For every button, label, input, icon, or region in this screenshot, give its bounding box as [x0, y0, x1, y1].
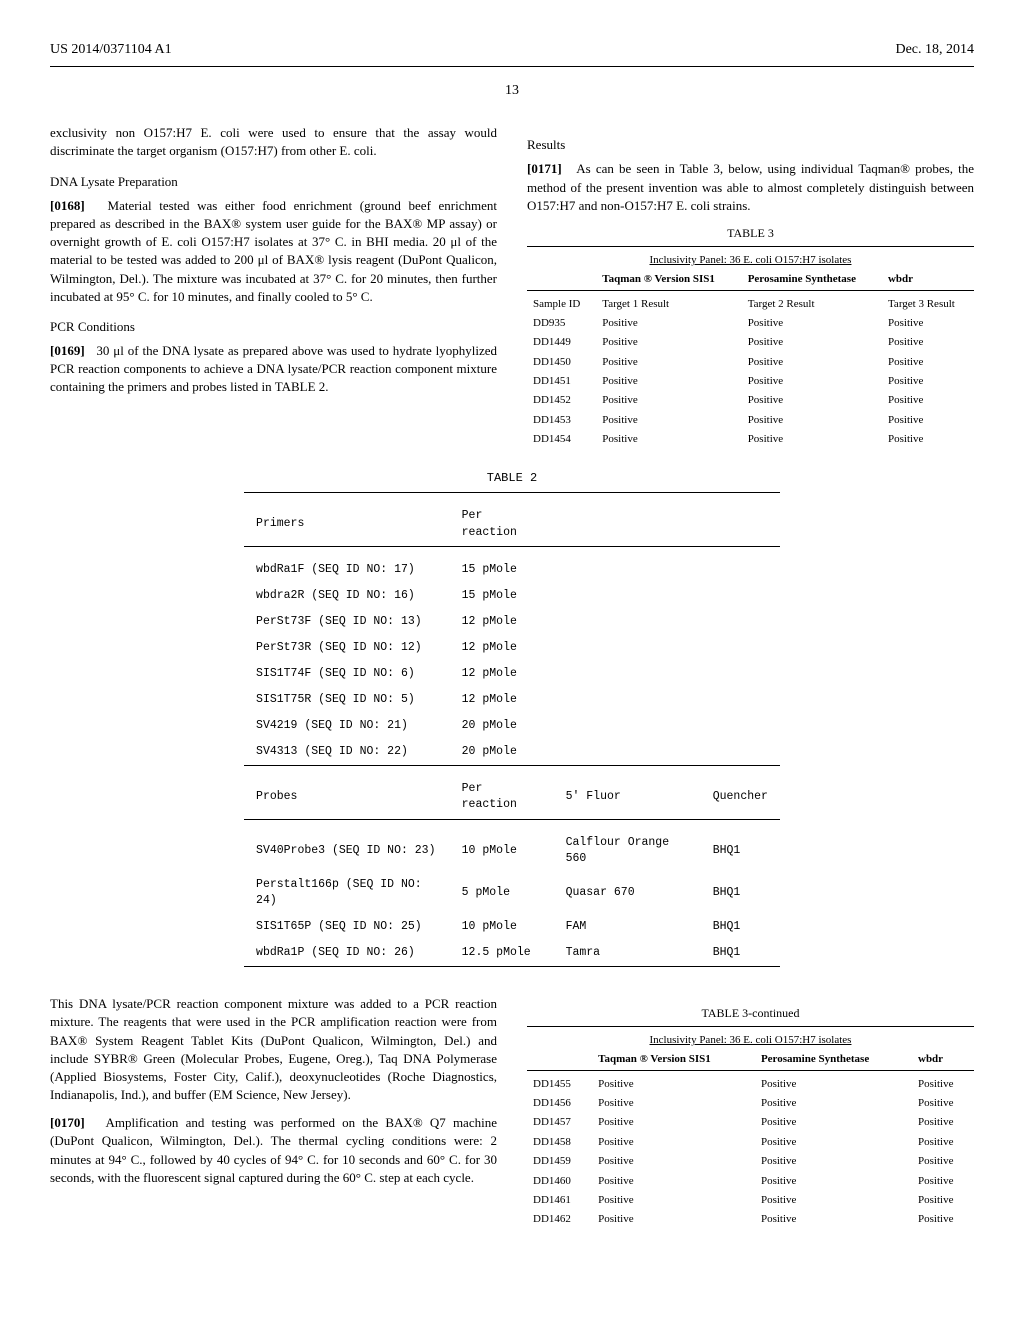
table2-title: TABLE 2 — [50, 470, 974, 487]
table-row: wbdRa1F (SEQ ID NO: 17)15 pMole — [244, 557, 780, 583]
para-0171-text: As can be seen in Table 3, below, using … — [527, 161, 974, 212]
table3-subtitle: Inclusivity Panel: 36 E. coli O157:H7 is… — [527, 251, 974, 270]
table-row: DD1462PositivePositivePositive — [527, 1210, 974, 1229]
t2-probes-h1: Probes — [244, 776, 450, 819]
para-0169-text: 30 μl of the DNA lysate as prepared abov… — [50, 343, 497, 394]
table3c-subtitle: Inclusivity Panel: 36 E. coli O157:H7 is… — [527, 1031, 974, 1050]
table-row: DD1450PositivePositivePositive — [527, 353, 974, 372]
table3-title: TABLE 3 — [527, 225, 974, 242]
t2-probes-h3: 5' Fluor — [554, 776, 701, 819]
table-row: DD1451PositivePositivePositive — [527, 372, 974, 391]
para-0168-text: Material tested was either food enrichme… — [50, 198, 497, 304]
header-divider — [50, 66, 974, 67]
table-row: PerSt73R (SEQ ID NO: 12)12 pMole — [244, 635, 780, 661]
table-row: DD1455PositivePositivePositive — [527, 1075, 974, 1094]
bracket-0170: [0170] — [50, 1115, 85, 1130]
table-row: DD1449PositivePositivePositive — [527, 333, 974, 352]
left-column-bottom: This DNA lysate/PCR reaction component m… — [50, 995, 497, 1240]
table-row: DD935PositivePositivePositive — [527, 314, 974, 333]
t3-h1 — [527, 270, 596, 290]
right-column-bottom: TABLE 3-continued Inclusivity Panel: 36 … — [527, 995, 974, 1240]
patent-id: US 2014/0371104 A1 — [50, 40, 172, 60]
table3-continued: Inclusivity Panel: 36 E. coli O157:H7 is… — [527, 1026, 974, 1230]
t2-primers-h2: Per reaction — [450, 503, 554, 546]
intro-text: exclusivity non O157:H7 E. coli were use… — [50, 125, 497, 158]
intro-para: exclusivity non O157:H7 E. coli were use… — [50, 124, 497, 160]
table3: Inclusivity Panel: 36 E. coli O157:H7 is… — [527, 246, 974, 450]
para-after-t2: This DNA lysate/PCR reaction component m… — [50, 995, 497, 1104]
t2-primers-h1: Primers — [244, 503, 450, 546]
table-row: Sample ID Target 1 Result Target 2 Resul… — [527, 295, 974, 314]
t3c-h3: Perosamine Synthetase — [755, 1050, 912, 1070]
para-0171: [0171] As can be seen in Table 3, below,… — [527, 160, 974, 215]
table3c-title: TABLE 3-continued — [527, 1005, 974, 1022]
table-row: DD1461PositivePositivePositive — [527, 1191, 974, 1210]
para-0168: [0168] Material tested was either food e… — [50, 197, 497, 306]
table-row: DD1453PositivePositivePositive — [527, 411, 974, 430]
top-columns: exclusivity non O157:H7 E. coli were use… — [50, 124, 974, 459]
table-row: DD1457PositivePositivePositive — [527, 1113, 974, 1132]
results-heading: Results — [527, 136, 974, 154]
para-0169: [0169] 30 μl of the DNA lysate as prepar… — [50, 342, 497, 397]
t3c-h4: wbdr — [912, 1050, 974, 1070]
patent-date: Dec. 18, 2014 — [895, 40, 974, 60]
t3-h3: Perosamine Synthetase — [742, 270, 882, 290]
table-row: wbdRa1P (SEQ ID NO: 26)12.5 pMoleTamraBH… — [244, 940, 780, 967]
bracket-0168: [0168] — [50, 198, 85, 213]
table-row: DD1452PositivePositivePositive — [527, 391, 974, 410]
t3c-h2: Taqman ® Version SIS1 — [592, 1050, 755, 1070]
table2: Primers Per reaction wbdRa1F (SEQ ID NO:… — [244, 492, 780, 977]
table-row: SV4219 (SEQ ID NO: 21)20 pMole — [244, 713, 780, 739]
table-row: SV4313 (SEQ ID NO: 22)20 pMole — [244, 739, 780, 766]
bracket-0171: [0171] — [527, 161, 562, 176]
left-column-top: exclusivity non O157:H7 E. coli were use… — [50, 124, 497, 459]
t3-h4: wbdr — [882, 270, 974, 290]
table-row: SIS1T65P (SEQ ID NO: 25)10 pMoleFAMBHQ1 — [244, 914, 780, 940]
page-number: 13 — [50, 81, 974, 101]
right-column-top: Results [0171] As can be seen in Table 3… — [527, 124, 974, 459]
bottom-columns: This DNA lysate/PCR reaction component m… — [50, 995, 974, 1240]
table-row: DD1459PositivePositivePositive — [527, 1152, 974, 1171]
table-row: wbdra2R (SEQ ID NO: 16)15 pMole — [244, 583, 780, 609]
bracket-0169: [0169] — [50, 343, 85, 358]
table-row: DD1456PositivePositivePositive — [527, 1094, 974, 1113]
table-row: DD1454PositivePositivePositive — [527, 430, 974, 449]
dna-heading: DNA Lysate Preparation — [50, 173, 497, 191]
table-row: PerSt73F (SEQ ID NO: 13)12 pMole — [244, 609, 780, 635]
pcr-heading: PCR Conditions — [50, 318, 497, 336]
page-header: US 2014/0371104 A1 Dec. 18, 2014 — [50, 40, 974, 60]
table-row: SV40Probe3 (SEQ ID NO: 23)10 pMoleCalflo… — [244, 830, 780, 872]
table-row: Perstalt166p (SEQ ID NO: 24)5 pMoleQuasa… — [244, 872, 780, 914]
t3-h2: Taqman ® Version SIS1 — [596, 270, 741, 290]
t2-probes-h2: Per reaction — [450, 776, 554, 819]
table-row: DD1460PositivePositivePositive — [527, 1172, 974, 1191]
t3c-h1 — [527, 1050, 592, 1070]
para-0170-text: Amplification and testing was performed … — [50, 1115, 497, 1185]
t2-probes-h4: Quencher — [701, 776, 780, 819]
table-row: DD1458PositivePositivePositive — [527, 1133, 974, 1152]
table-row: SIS1T74F (SEQ ID NO: 6)12 pMole — [244, 661, 780, 687]
para-0170: [0170] Amplification and testing was per… — [50, 1114, 497, 1187]
table-row: SIS1T75R (SEQ ID NO: 5)12 pMole — [244, 687, 780, 713]
